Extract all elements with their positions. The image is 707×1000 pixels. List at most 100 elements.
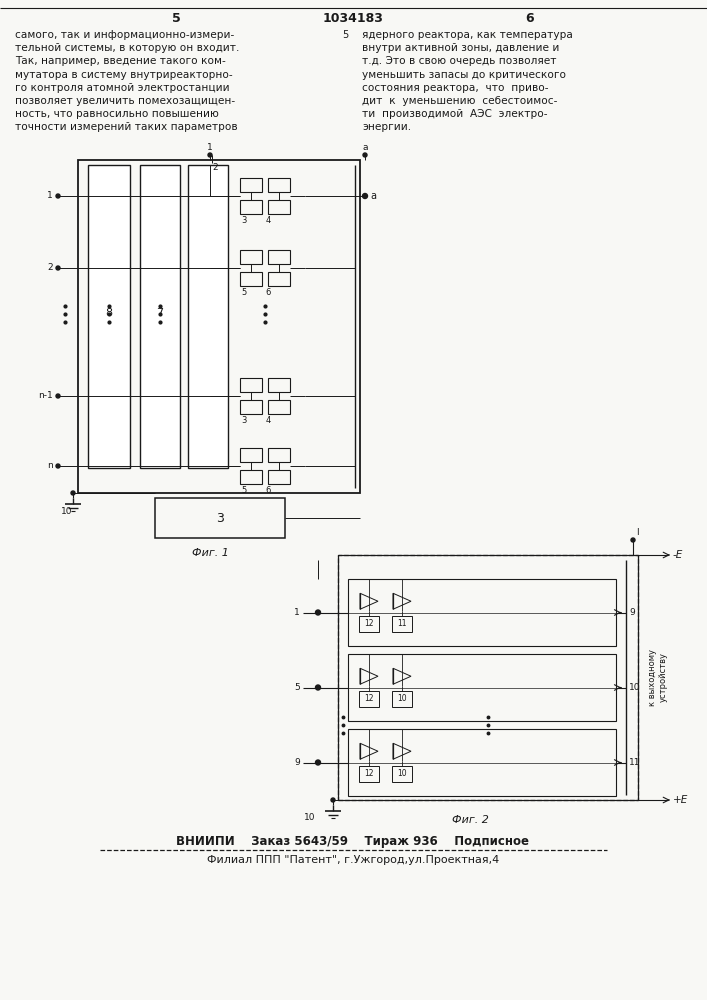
Text: Фиг. 1: Фиг. 1: [192, 548, 228, 558]
Polygon shape: [240, 250, 262, 264]
Text: 10: 10: [303, 814, 315, 822]
Text: 11: 11: [629, 758, 641, 767]
Text: ВНИИПИ    Заказ 5643/59    Тираж 936    Подписное: ВНИИПИ Заказ 5643/59 Тираж 936 Подписное: [177, 835, 530, 848]
Text: самого, так и информационно-измери-: самого, так и информационно-измери-: [15, 30, 234, 40]
Circle shape: [315, 610, 320, 615]
Polygon shape: [392, 691, 412, 707]
Text: 12: 12: [364, 769, 374, 778]
Polygon shape: [268, 178, 290, 192]
Polygon shape: [392, 616, 412, 632]
Polygon shape: [140, 165, 180, 468]
Polygon shape: [240, 448, 262, 462]
Polygon shape: [268, 378, 290, 392]
Text: 6: 6: [526, 12, 534, 25]
Text: Филиал ППП "Патент", г.Ужгород,ул.Проектная,4: Филиал ППП "Патент", г.Ужгород,ул.Проект…: [207, 855, 499, 865]
Polygon shape: [268, 200, 290, 214]
Circle shape: [331, 798, 335, 802]
Text: уменьшить запасы до критического: уменьшить запасы до критического: [362, 70, 566, 80]
Text: 4: 4: [265, 216, 271, 225]
Polygon shape: [359, 766, 379, 782]
Text: 1: 1: [294, 608, 300, 617]
Text: 5: 5: [172, 12, 180, 25]
Polygon shape: [268, 448, 290, 462]
Text: a: a: [362, 143, 368, 152]
Text: 8: 8: [105, 308, 112, 318]
Text: точности измерений таких параметров: точности измерений таких параметров: [15, 122, 238, 132]
Circle shape: [631, 538, 635, 542]
Text: 4: 4: [265, 416, 271, 425]
Text: 1034183: 1034183: [322, 12, 383, 25]
Text: ность, что равносильно повышению: ность, что равносильно повышению: [15, 109, 219, 119]
Text: т.д. Это в свою очередь позволяет: т.д. Это в свою очередь позволяет: [362, 56, 556, 66]
Text: n: n: [47, 462, 53, 471]
Polygon shape: [155, 498, 285, 538]
Text: 12: 12: [364, 694, 374, 703]
Text: мутатора в систему внутриреакторно-: мутатора в систему внутриреакторно-: [15, 70, 233, 80]
Polygon shape: [240, 378, 262, 392]
Text: ти  производимой  АЭС  электро-: ти производимой АЭС электро-: [362, 109, 547, 119]
Polygon shape: [240, 400, 262, 414]
Polygon shape: [348, 579, 616, 646]
Circle shape: [56, 464, 60, 468]
Text: 10: 10: [629, 683, 641, 692]
Text: 1: 1: [207, 143, 213, 152]
Text: 7: 7: [156, 308, 163, 318]
Text: внутри активной зоны, давление и: внутри активной зоны, давление и: [362, 43, 559, 53]
Circle shape: [56, 266, 60, 270]
Text: ядерного реактора, как температура: ядерного реактора, как температура: [362, 30, 573, 40]
Polygon shape: [240, 470, 262, 484]
Text: n-1: n-1: [38, 391, 53, 400]
Circle shape: [363, 153, 367, 157]
Text: дит  к  уменьшению  себестоимос-: дит к уменьшению себестоимос-: [362, 96, 557, 106]
Text: 11: 11: [397, 619, 407, 628]
Text: a: a: [370, 191, 376, 201]
Text: 6: 6: [265, 288, 271, 297]
Text: 9: 9: [629, 608, 635, 617]
Text: 5: 5: [241, 486, 247, 495]
Polygon shape: [392, 766, 412, 782]
Text: 3: 3: [241, 216, 247, 225]
Text: Так, например, введение такого ком-: Так, например, введение такого ком-: [15, 56, 226, 66]
Text: 5: 5: [294, 683, 300, 692]
Text: 2: 2: [47, 263, 53, 272]
Text: 10: 10: [397, 769, 407, 778]
Polygon shape: [240, 272, 262, 286]
Text: позволяет увеличить помехозащищен-: позволяет увеличить помехозащищен-: [15, 96, 235, 106]
Polygon shape: [359, 616, 379, 632]
Polygon shape: [88, 165, 130, 468]
Text: l: l: [636, 528, 638, 537]
Text: 12: 12: [364, 619, 374, 628]
Text: Фиг. 2: Фиг. 2: [452, 815, 489, 825]
Text: 10: 10: [397, 694, 407, 703]
Circle shape: [208, 153, 212, 157]
Circle shape: [71, 491, 75, 495]
Polygon shape: [348, 654, 616, 721]
Text: 5: 5: [341, 30, 348, 40]
Circle shape: [315, 685, 320, 690]
Text: 3: 3: [241, 416, 247, 425]
Text: энергии.: энергии.: [362, 122, 411, 132]
Text: 1: 1: [47, 192, 53, 200]
Text: 6: 6: [265, 486, 271, 495]
Text: 2: 2: [212, 163, 218, 172]
Polygon shape: [240, 200, 262, 214]
Polygon shape: [268, 400, 290, 414]
Text: тельной системы, в которую он входит.: тельной системы, в которую он входит.: [15, 43, 240, 53]
Polygon shape: [268, 470, 290, 484]
Text: 5: 5: [241, 288, 247, 297]
Text: го контроля атомной электростанции: го контроля атомной электростанции: [15, 83, 230, 93]
Circle shape: [56, 194, 60, 198]
Circle shape: [315, 760, 320, 765]
Circle shape: [363, 194, 368, 198]
Polygon shape: [348, 729, 616, 796]
Circle shape: [56, 394, 60, 398]
Polygon shape: [188, 165, 228, 468]
Text: к выходному
устройству: к выходному устройству: [648, 649, 667, 706]
Text: +E: +E: [673, 795, 688, 805]
Text: 10: 10: [61, 506, 73, 516]
Polygon shape: [268, 250, 290, 264]
Polygon shape: [78, 160, 360, 493]
Polygon shape: [240, 178, 262, 192]
Text: 3: 3: [216, 512, 224, 524]
Text: 9: 9: [294, 758, 300, 767]
